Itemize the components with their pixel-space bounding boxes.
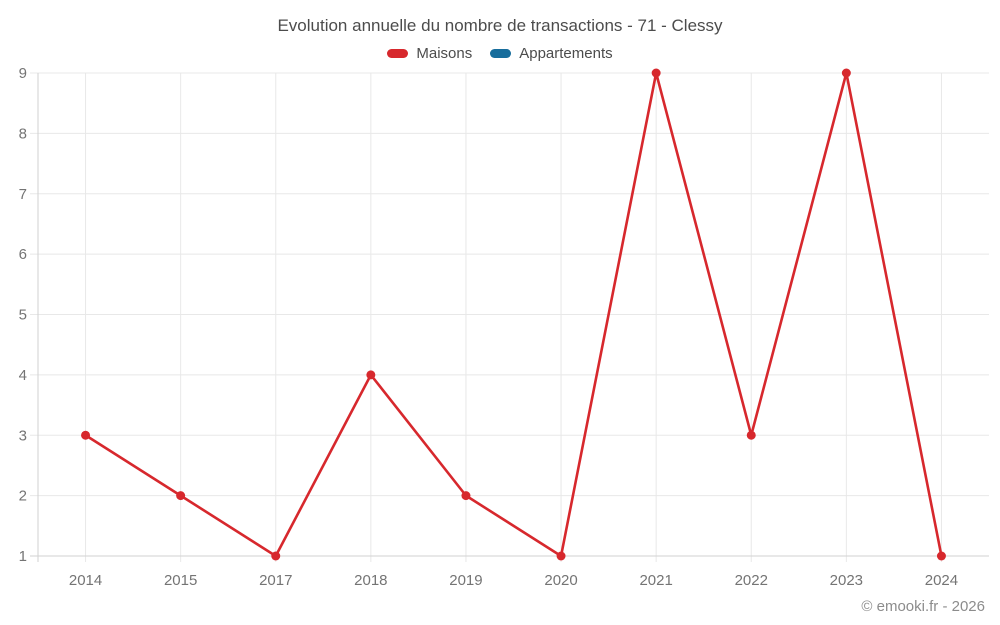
maisons-point-2014[interactable] [81, 430, 91, 440]
y-tick-label: 4 [19, 367, 27, 384]
x-tick-labels: 2014 2015 2017 2018 2019 2020 2021 2022 2023 2024 [69, 572, 958, 589]
legend-item-maisons[interactable]: Maisons [387, 45, 472, 62]
x-tick-label: 2018 [354, 572, 387, 589]
y-tick-label: 7 [19, 186, 27, 203]
x-tick-label: 2023 [830, 572, 863, 589]
copyright-credit: © emooki.fr - 2026 [861, 598, 985, 615]
chart-legend: Maisons Appartements [0, 45, 1000, 62]
x-gridlines [85, 73, 942, 562]
maisons-point-2018[interactable] [366, 370, 376, 380]
maisons-point-2022[interactable] [746, 430, 756, 440]
axis-lines [30, 73, 989, 562]
y-tick-label: 1 [19, 548, 27, 565]
maisons-point-2024[interactable] [936, 551, 946, 561]
legend-swatch-icon [387, 49, 409, 58]
maisons-line [84, 71, 943, 558]
x-tick-label: 2019 [449, 572, 482, 589]
legend-swatch-icon [490, 49, 512, 58]
maisons-point-2021[interactable] [651, 68, 661, 78]
y-gridlines [30, 72, 989, 557]
y-tick-label: 6 [19, 246, 27, 263]
x-tick-label: 2014 [69, 572, 102, 589]
maisons-point-2023[interactable] [841, 68, 851, 78]
y-tick-label: 8 [19, 125, 27, 142]
y-tick-label: 9 [19, 65, 27, 82]
maisons-point-2015[interactable] [176, 491, 186, 501]
maisons-points [81, 68, 946, 561]
x-tick-label: 2024 [925, 572, 958, 589]
legend-label: Maisons [416, 45, 473, 62]
x-tick-label: 2015 [164, 572, 197, 589]
chart-title: Evolution annuelle du nombre de transact… [277, 16, 723, 35]
y-tick-label: 3 [19, 427, 27, 444]
maisons-point-2017[interactable] [271, 551, 281, 561]
y-tick-labels: 1 2 3 4 5 6 7 8 9 [19, 65, 27, 565]
x-tick-label: 2017 [259, 572, 292, 589]
x-tick-label: 2022 [735, 572, 768, 589]
maisons-point-2020[interactable] [556, 551, 566, 561]
x-tick-label: 2020 [544, 572, 577, 589]
y-tick-label: 5 [19, 307, 27, 324]
maisons-point-2019[interactable] [461, 491, 471, 501]
legend-label: Appartements [519, 45, 613, 62]
legend-item-appartements[interactable]: Appartements [490, 45, 613, 62]
y-tick-label: 2 [19, 488, 27, 505]
x-tick-label: 2021 [639, 572, 672, 589]
